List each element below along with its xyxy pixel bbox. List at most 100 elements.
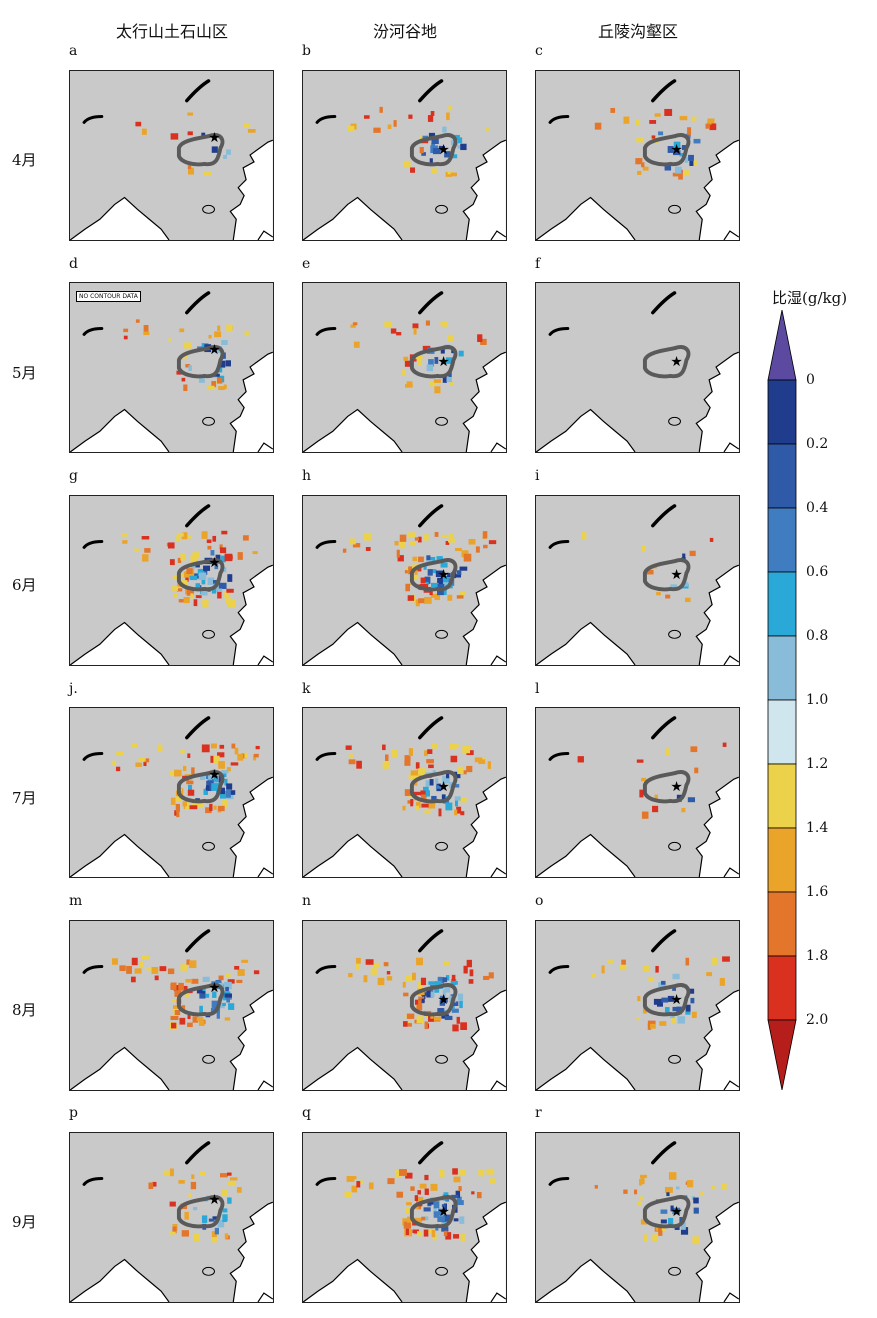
study-region-outline <box>409 770 458 804</box>
ocean-area <box>70 1047 170 1090</box>
lake-outline <box>651 79 677 103</box>
humidity-cell <box>224 553 233 562</box>
humidity-cell <box>399 1169 407 1176</box>
lake-outline <box>82 964 104 974</box>
humidity-cell <box>429 381 435 387</box>
humidity-cell <box>143 331 150 336</box>
humidity-cell <box>410 770 419 776</box>
ocean-area <box>696 777 739 877</box>
map-panel: ★ <box>69 495 274 666</box>
humidity-cell <box>179 580 188 586</box>
panel-letter: f <box>535 256 541 272</box>
ocean-area <box>303 409 403 452</box>
humidity-cell <box>456 1200 464 1206</box>
coastline <box>303 139 506 240</box>
humidity-cell <box>439 995 445 1000</box>
humidity-cell <box>126 965 132 974</box>
lake-outline <box>82 1176 104 1186</box>
coastline <box>303 351 506 452</box>
humidity-cell <box>446 377 452 383</box>
humidity-cell <box>707 120 712 125</box>
humidity-cell <box>202 976 210 982</box>
lake-outline <box>82 114 104 124</box>
humidity-cell <box>429 590 433 596</box>
humidity-cell <box>188 784 193 792</box>
panel-letter: r <box>535 1105 542 1121</box>
humidity-cell <box>227 1197 232 1204</box>
humidity-cell <box>623 116 630 124</box>
humidity-cell <box>218 761 225 769</box>
humidity-cell <box>424 576 431 584</box>
humidity-cell <box>226 149 231 155</box>
humidity-cell <box>195 583 201 589</box>
humidity-cell <box>670 1205 674 1212</box>
humidity-cell <box>431 168 437 174</box>
humidity-cell <box>425 320 430 326</box>
humidity-cell <box>454 574 462 578</box>
humidity-cell <box>169 559 175 566</box>
humidity-cell <box>377 977 385 986</box>
map-svg: ★ <box>303 929 506 1090</box>
ocean-area <box>230 140 273 240</box>
humidity-cell <box>135 121 142 127</box>
humidity-cell <box>408 774 415 780</box>
humidity-cell <box>458 1186 462 1192</box>
study-region-outline <box>176 1195 225 1229</box>
humidity-cell <box>430 594 439 598</box>
humidity-cell <box>432 148 441 155</box>
humidity-cell <box>141 955 150 960</box>
study-region-outline <box>642 770 691 804</box>
humidity-cell <box>356 1181 361 1188</box>
humidity-cell <box>399 534 407 542</box>
humidity-cell <box>591 973 596 978</box>
humidity-cell <box>135 762 142 767</box>
humidity-cell <box>652 805 659 813</box>
humidity-cell <box>658 131 664 136</box>
humidity-cell <box>216 377 223 384</box>
humidity-cell <box>186 568 193 574</box>
humidity-cell <box>468 538 476 545</box>
humidity-cell <box>684 157 689 163</box>
humidity-cell <box>141 536 150 540</box>
humidity-cell <box>171 1022 177 1029</box>
humidity-cell <box>447 572 451 578</box>
humidity-cell <box>680 1222 686 1230</box>
humidity-cell <box>674 166 682 174</box>
humidity-cell <box>407 1216 412 1223</box>
humidity-cell <box>176 534 181 542</box>
humidity-cell <box>394 1170 402 1178</box>
humidity-cell <box>208 1218 215 1222</box>
humidity-cell <box>426 759 434 764</box>
humidity-cell <box>404 570 408 574</box>
humidity-cell <box>685 957 690 966</box>
humidity-cell <box>189 960 197 969</box>
humidity-cell <box>443 1214 451 1222</box>
humidity-cell <box>452 1168 458 1175</box>
humidity-cell <box>642 1007 647 1014</box>
ocean-area <box>303 1047 403 1090</box>
humidity-cell <box>667 995 675 1002</box>
study-region-outline <box>642 1195 691 1229</box>
humidity-cell <box>423 563 427 570</box>
humidity-cell <box>196 1017 204 1022</box>
humidity-cell <box>365 546 371 551</box>
humidity-cell <box>187 1014 191 1020</box>
ocean-area <box>536 622 636 665</box>
humidity-cell <box>687 127 692 135</box>
row-label-apr: 4月 <box>12 151 37 169</box>
humidity-cell <box>199 993 206 999</box>
humidity-cell <box>247 129 256 133</box>
humidity-cell <box>462 745 471 754</box>
colorbar-tick-label: 1.6 <box>806 884 829 900</box>
humidity-cell <box>350 324 356 328</box>
humidity-cell <box>433 1207 437 1215</box>
humidity-cell <box>172 1226 177 1234</box>
ocean-area <box>536 197 636 240</box>
humidity-cell <box>189 575 198 581</box>
humidity-cell <box>182 985 188 991</box>
humidity-cell <box>222 799 228 807</box>
lake-outline <box>548 539 570 549</box>
humidity-cell <box>430 1183 438 1191</box>
humidity-cell <box>428 802 436 809</box>
humidity-cell <box>665 748 670 756</box>
